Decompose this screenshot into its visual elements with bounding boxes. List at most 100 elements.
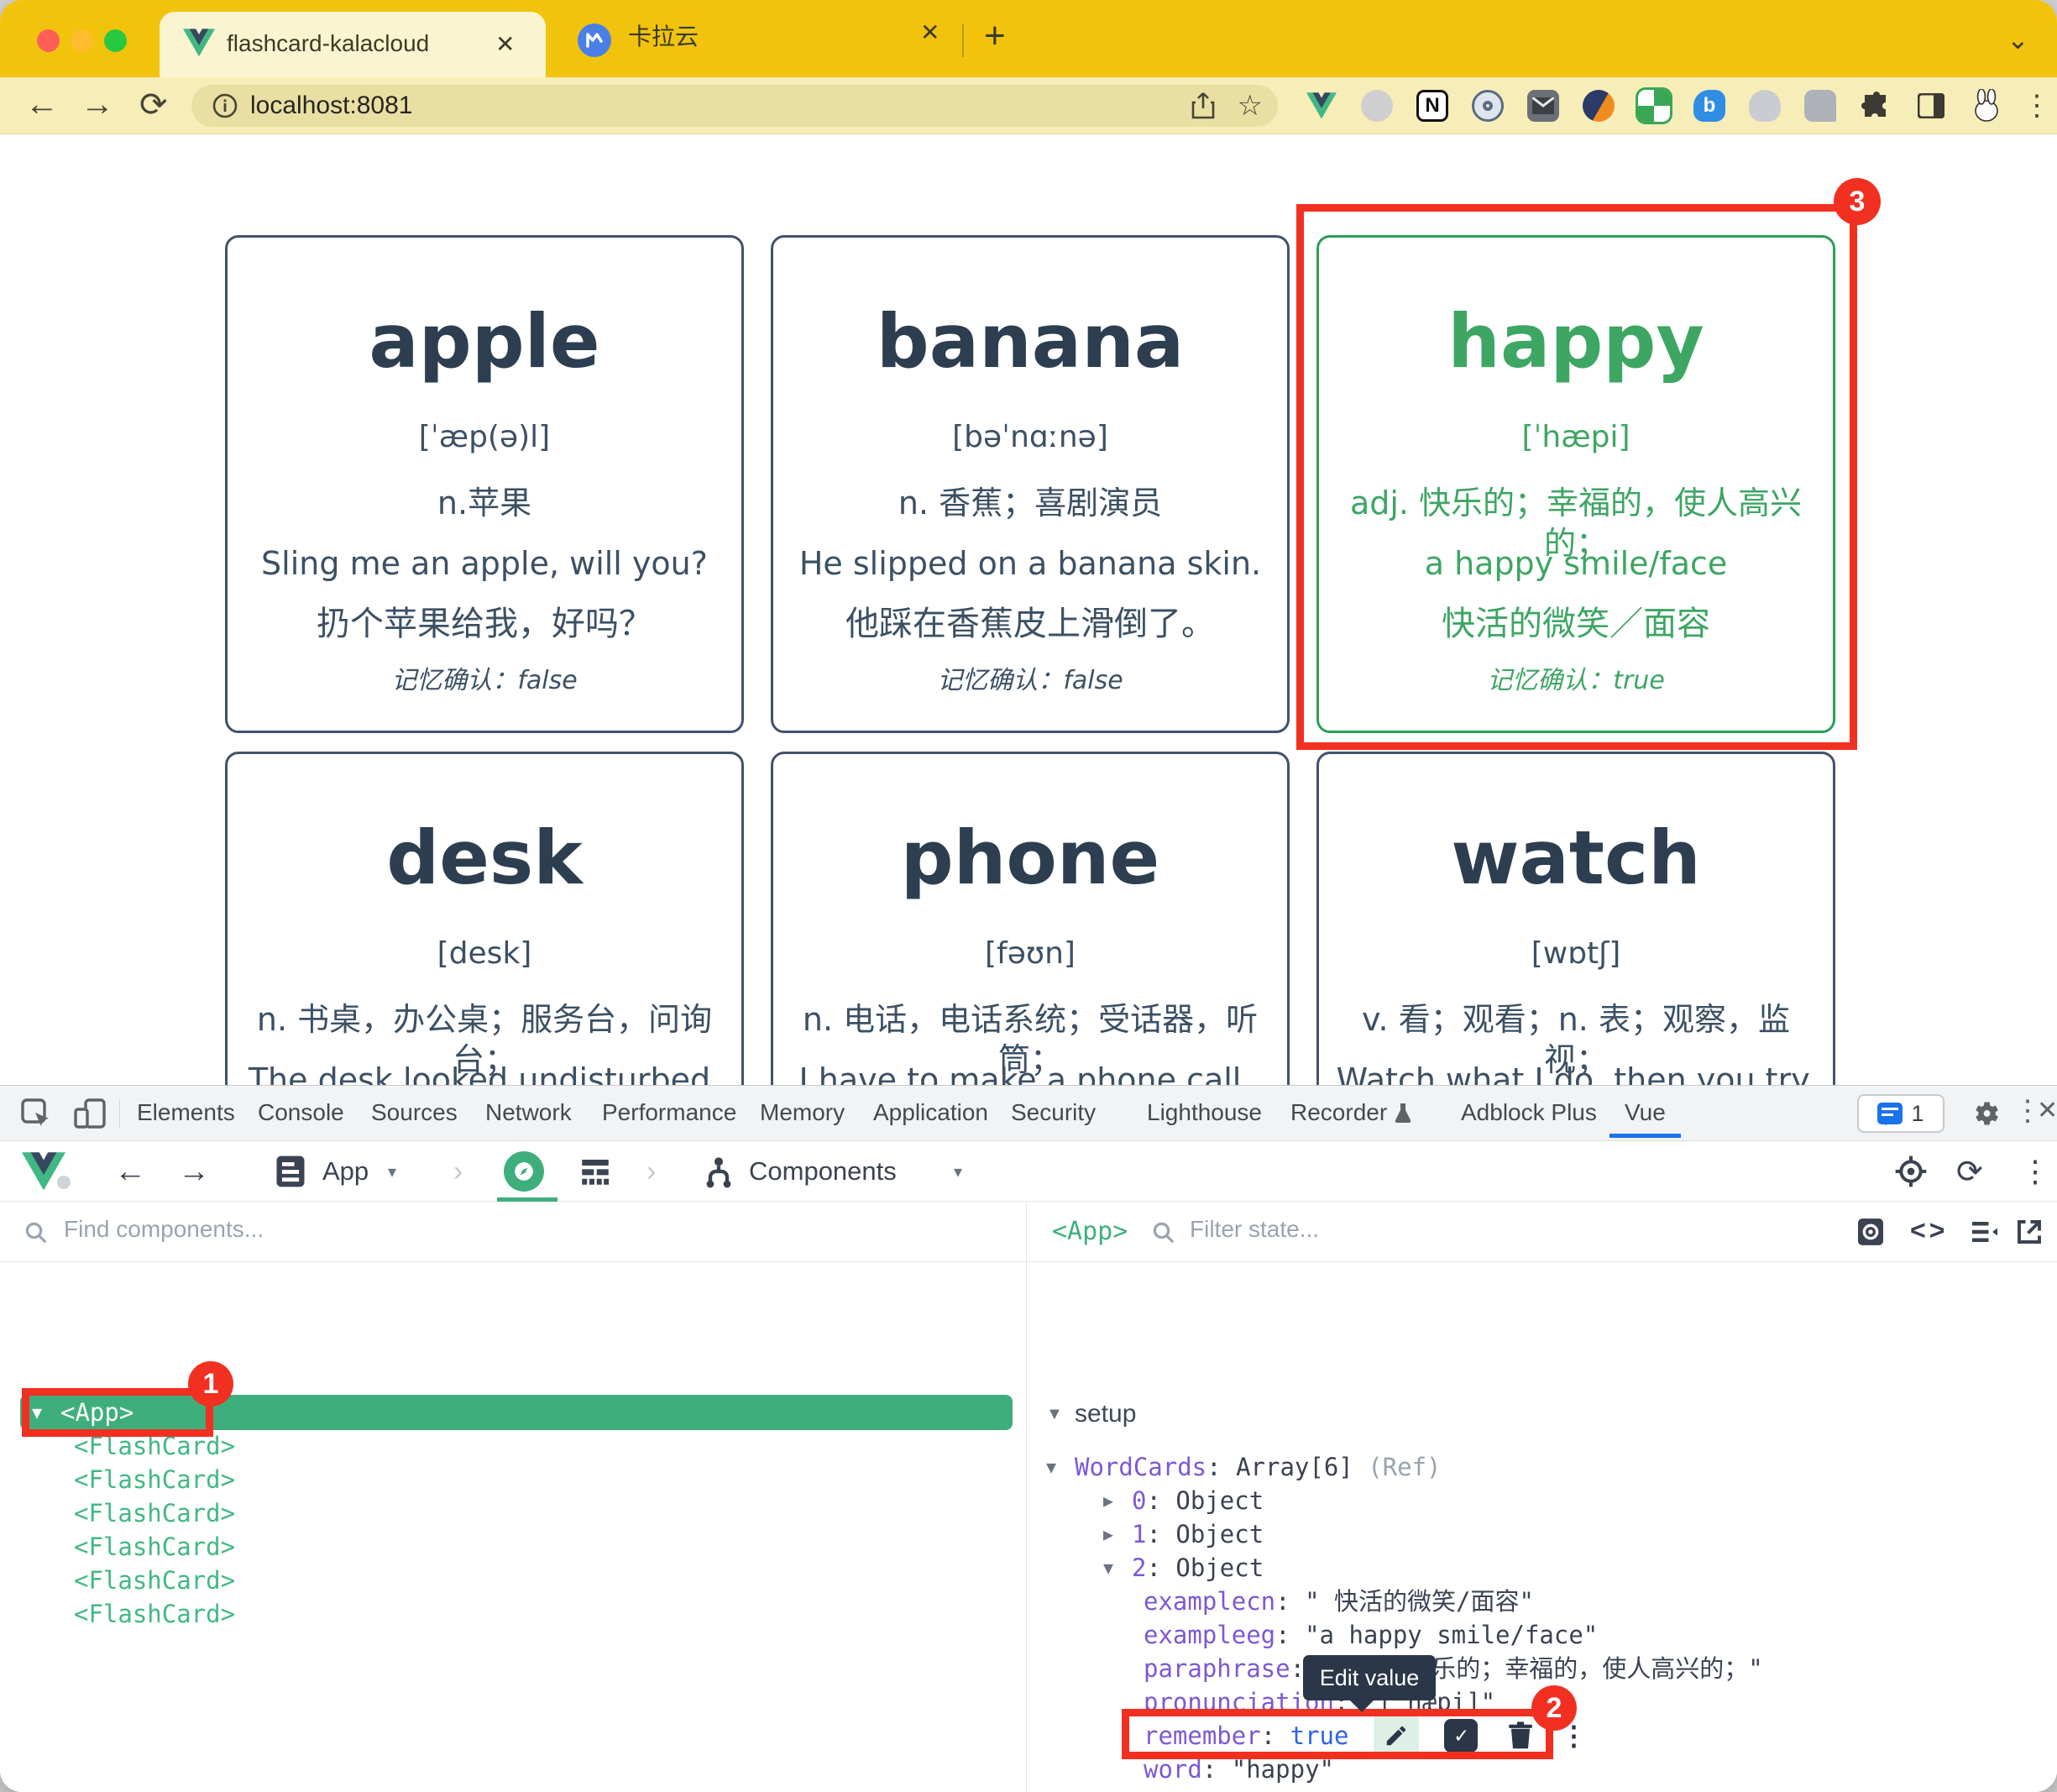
device-toolbar-icon[interactable] <box>72 1098 107 1131</box>
tab-security[interactable]: Security <box>1011 1099 1097 1125</box>
ext-tomato-icon[interactable] <box>1358 87 1395 124</box>
code-icon[interactable]: <> <box>1910 1215 1949 1245</box>
tab-elements[interactable]: Elements <box>137 1099 235 1125</box>
tab-close-icon[interactable]: ✕ <box>495 31 516 57</box>
flashcard-happy[interactable]: happy [ˈhæpi] adj. 快乐的；幸福的，使人高兴的； a happ… <box>1316 235 1835 733</box>
card-word: apple <box>369 298 600 385</box>
share-icon[interactable] <box>1191 92 1216 120</box>
ext-blue-app-icon[interactable]: b <box>1691 87 1728 124</box>
setup-section-header[interactable]: ▼ setup <box>1046 1400 1137 1428</box>
app-record-icon <box>272 1141 309 1202</box>
traffic-close-button[interactable] <box>37 29 60 52</box>
tab-performance[interactable]: Performance <box>602 1099 737 1125</box>
ext-vue-devtools-icon[interactable] <box>1303 87 1340 124</box>
url-text[interactable]: localhost:8081 <box>250 92 413 119</box>
inspector-compass-icon[interactable] <box>504 1141 544 1202</box>
traffic-minimize-button[interactable] <box>71 29 93 52</box>
tab-close-icon[interactable]: ✕ <box>920 19 940 45</box>
tab-network[interactable]: Network <box>485 1099 572 1125</box>
state-row-wordcards[interactable]: ▼ WordCards: Array[6] (Ref) <box>1046 1453 1442 1481</box>
address-bar[interactable]: localhost:8081 ☆ <box>191 85 1278 127</box>
tab-sources[interactable]: Sources <box>371 1099 458 1125</box>
new-tab-button[interactable]: + <box>984 15 1006 56</box>
ext-swirl-icon[interactable] <box>1580 87 1617 124</box>
ext-notion-icon[interactable]: N <box>1414 87 1451 124</box>
forward-button[interactable]: → <box>81 86 114 123</box>
tab-flashcard[interactable]: flashcard-kalacloud ✕ <box>160 12 546 77</box>
annotation-badge-1: 1 <box>188 1361 233 1407</box>
tab-console[interactable]: Console <box>258 1099 344 1125</box>
ext-sheets-grid-icon[interactable] <box>1636 87 1672 124</box>
ext-gray-mouse-icon[interactable] <box>1746 87 1783 124</box>
app-selector[interactable]: App <box>322 1156 369 1186</box>
site-info-icon[interactable] <box>212 92 238 119</box>
state-prop-examplecn[interactable]: examplecn: " 快活的微笑/面容" <box>1144 1587 1534 1616</box>
state-row-item2[interactable]: ▼ 2: Object <box>1103 1554 1264 1582</box>
flashcard-apple[interactable]: apple [ˈæp(ə)l] n.苹果 Sling me an apple, … <box>225 235 744 733</box>
component-flashcard[interactable]: <FlashCard> <box>74 1465 236 1494</box>
select-component-target-icon[interactable] <box>1894 1141 1928 1202</box>
component-flashcard[interactable]: <FlashCard> <box>74 1600 236 1628</box>
components-selector[interactable]: Components <box>749 1156 897 1186</box>
find-components-input[interactable] <box>62 1215 902 1244</box>
flashcard-phone[interactable]: phone [fəʊn] n. 电话，电话系统；受话器，听筒； I have t… <box>771 752 1290 1085</box>
tab-memory[interactable]: Memory <box>760 1099 845 1125</box>
devtools-menu-icon[interactable]: ⋮ <box>2013 1095 2042 1127</box>
ext-gray-chat-icon[interactable] <box>1802 87 1839 124</box>
component-flashcard[interactable]: <FlashCard> <box>74 1566 236 1595</box>
card-phonetic: [ˈhæpi] <box>1521 420 1630 454</box>
app-caret-icon[interactable]: ▾ <box>388 1162 397 1182</box>
state-row-item1[interactable]: ▶ 1: Object <box>1103 1520 1264 1548</box>
state-prop-paraphrase[interactable]: paraphrase: "adj. 快乐的；幸福的，使人高兴的；" <box>1144 1654 1763 1683</box>
ext-mail-icon[interactable] <box>1525 87 1562 124</box>
components-caret-icon[interactable]: ▾ <box>954 1162 963 1182</box>
vue-refresh-icon[interactable]: ⟳ <box>1956 1154 1983 1190</box>
inspect-dom-icon[interactable] <box>1854 1215 1887 1249</box>
timeline-list-icon[interactable] <box>578 1141 613 1202</box>
filter-state-input[interactable] <box>1188 1215 1759 1244</box>
ext-1password-icon[interactable] <box>1469 87 1506 124</box>
bookmark-star-icon[interactable]: ☆ <box>1237 90 1263 122</box>
flashcard-banana[interactable]: banana [bəˈnɑːnə] n. 香蕉；喜剧演员 He slipped … <box>771 235 1290 733</box>
devtools-settings-gear-icon[interactable] <box>1970 1098 2002 1129</box>
state-prop-remember[interactable]: remember: true ✓ ⋮ <box>1046 1713 2037 1758</box>
browser-menu-icon[interactable]: ⋮ <box>2023 90 2051 122</box>
tab-search-chevron-icon[interactable]: ⌄ <box>2007 24 2029 55</box>
state-row-item3[interactable]: ▶3: Object <box>1046 1786 2037 1792</box>
traffic-zoom-button[interactable] <box>104 29 127 52</box>
vue-forward-button[interactable]: → <box>178 1153 210 1189</box>
annotation-badge-2: 2 <box>1531 1685 1577 1731</box>
annotation-box-1 <box>22 1388 213 1437</box>
boolean-checkbox[interactable]: ✓ <box>1444 1719 1479 1753</box>
state-prop-word[interactable]: word: "happy" <box>1144 1755 1334 1784</box>
delete-value-trash-icon[interactable] <box>1506 1721 1535 1751</box>
inspect-element-icon[interactable] <box>20 1098 54 1131</box>
edit-value-pencil-icon[interactable] <box>1374 1713 1420 1758</box>
tab-adblock-plus[interactable]: Adblock Plus <box>1461 1099 1597 1125</box>
state-header-row: <App> <> <box>1027 1202 2057 1262</box>
card-example-en: Sling me an apple, will you? <box>261 545 708 582</box>
open-external-icon[interactable] <box>2014 1217 2044 1247</box>
flashcard-watch[interactable]: watch [wɒtʃ] v. 看；观看；n. 表；观察，监视； Watch w… <box>1316 752 1835 1085</box>
component-app-selected[interactable]: ▼ <App> <box>20 1395 1013 1430</box>
collapse-list-icon[interactable] <box>1969 1217 2001 1247</box>
extensions-puzzle-icon[interactable] <box>1857 87 1894 124</box>
ext-rabbit-icon[interactable] <box>1968 87 2005 124</box>
tab-application[interactable]: Application <box>873 1099 988 1125</box>
reload-button[interactable]: ⟳ <box>139 86 168 123</box>
state-row-item0[interactable]: ▶ 0: Object <box>1103 1486 1264 1515</box>
sidebar-toggle-icon[interactable] <box>1913 87 1950 124</box>
component-flashcard[interactable]: <FlashCard> <box>74 1533 236 1561</box>
component-flashcard[interactable]: <FlashCard> <box>74 1499 236 1527</box>
vue-back-button[interactable]: ← <box>114 1153 146 1189</box>
vue-menu-icon[interactable]: ⋮ <box>2020 1154 2050 1188</box>
panel-divider[interactable] <box>1026 1202 1027 1792</box>
tab-lighthouse[interactable]: Lighthouse <box>1147 1099 1263 1125</box>
back-button[interactable]: ← <box>25 86 59 123</box>
state-prop-exampleeg[interactable]: exampleeg: "a happy smile/face" <box>1144 1621 1599 1649</box>
flashcard-desk[interactable]: desk [desk] n. 书桌，办公桌；服务台，问询台； The desk … <box>225 752 744 1085</box>
devtools-close-icon[interactable]: ✕ <box>2037 1097 2057 1124</box>
tab-recorder[interactable]: Recorder <box>1290 1086 1412 1138</box>
tab-vue[interactable]: Vue <box>1609 1086 1681 1138</box>
console-drawer-badge[interactable]: 1 <box>1857 1094 1944 1133</box>
